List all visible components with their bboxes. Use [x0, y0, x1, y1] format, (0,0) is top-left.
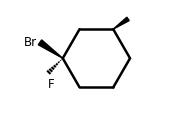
Text: Br: Br [24, 35, 37, 48]
Text: F: F [48, 77, 55, 90]
Polygon shape [113, 18, 129, 30]
Polygon shape [38, 41, 63, 59]
